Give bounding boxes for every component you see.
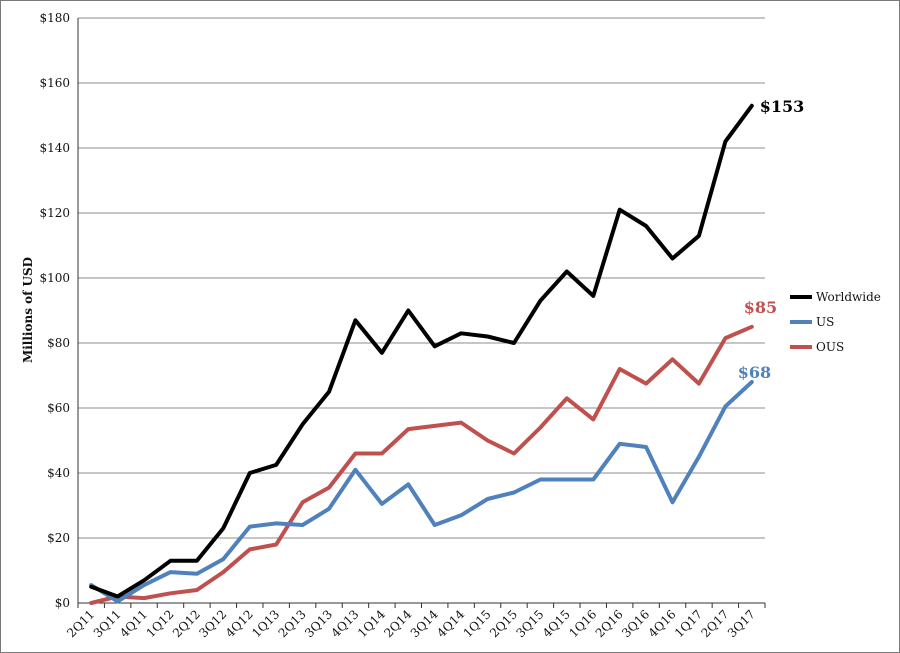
series-line-us — [89, 380, 754, 604]
x-tick-label: 4Q13 — [329, 607, 362, 640]
x-tick-labels: 2Q113Q114Q111Q122Q123Q124Q121Q132Q133Q13… — [64, 607, 758, 640]
x-tick-label: 3Q16 — [619, 607, 652, 640]
series-line-worldwide — [89, 103, 754, 599]
x-tick-label: 1Q16 — [566, 607, 599, 640]
y-tick-label: $140 — [39, 141, 70, 155]
axes — [77, 18, 766, 608]
legend-label-ous: OUS — [816, 340, 844, 354]
legend-label-worldwide: Worldwide — [816, 290, 881, 304]
x-tick-label: 1Q15 — [461, 607, 494, 640]
x-tick-label: 2Q16 — [593, 607, 626, 640]
y-tick-label: $40 — [47, 466, 70, 480]
x-tick-label: 3Q11 — [91, 607, 124, 640]
x-tick-label: 2Q13 — [276, 607, 309, 640]
y-tick-label: $0 — [55, 596, 70, 610]
x-tick-label: 4Q12 — [223, 607, 256, 640]
end-label-worldwide: $153 — [760, 97, 805, 116]
y-tick-label: $180 — [39, 11, 70, 25]
x-tick-label: 3Q17 — [725, 607, 758, 640]
x-tick-label: 3Q14 — [408, 607, 441, 640]
x-tick-label: 4Q15 — [540, 607, 573, 640]
x-tick-label: 2Q11 — [64, 607, 97, 640]
y-tick-label: $120 — [39, 206, 70, 220]
y-tick-label: $80 — [47, 336, 70, 350]
x-tick-label: 4Q11 — [117, 607, 150, 640]
y-tick-labels: $0 $20 $40 $60 $80 $100 $120 $140 $160 $180 — [39, 11, 70, 610]
y-tick-label: $100 — [39, 271, 70, 285]
legend: Worldwide US OUS — [790, 290, 881, 354]
x-tick-label: 4Q16 — [646, 607, 679, 640]
x-tick-label: 1Q17 — [672, 607, 705, 640]
series-lines — [89, 103, 754, 605]
gridlines — [78, 17, 765, 539]
series-line-ous — [89, 324, 754, 605]
x-tick-label: 1Q14 — [355, 607, 388, 640]
y-tick-label: $160 — [39, 76, 70, 90]
x-tick-label: 2Q17 — [698, 607, 731, 640]
x-tick-label: 2Q15 — [487, 607, 520, 640]
y-axis-title: Millions of USD — [21, 257, 35, 363]
end-label-us: $68 — [738, 363, 771, 382]
x-tick-label: 2Q12 — [170, 607, 203, 640]
x-tick-label: 2Q14 — [381, 607, 414, 640]
y-tick-label: $60 — [47, 401, 70, 415]
end-labels: $153 $68 $85 — [738, 97, 805, 382]
y-tick-label: $20 — [47, 531, 70, 545]
x-tick-label: 3Q12 — [196, 607, 229, 640]
x-tick-label: 3Q15 — [513, 607, 546, 640]
x-tick-label: 3Q13 — [302, 607, 335, 640]
end-label-ous: $85 — [744, 298, 777, 317]
x-tick-label: 1Q13 — [249, 607, 282, 640]
x-tick-label: 1Q12 — [144, 607, 177, 640]
legend-label-us: US — [816, 315, 834, 329]
x-tick-label: 4Q14 — [434, 607, 467, 640]
